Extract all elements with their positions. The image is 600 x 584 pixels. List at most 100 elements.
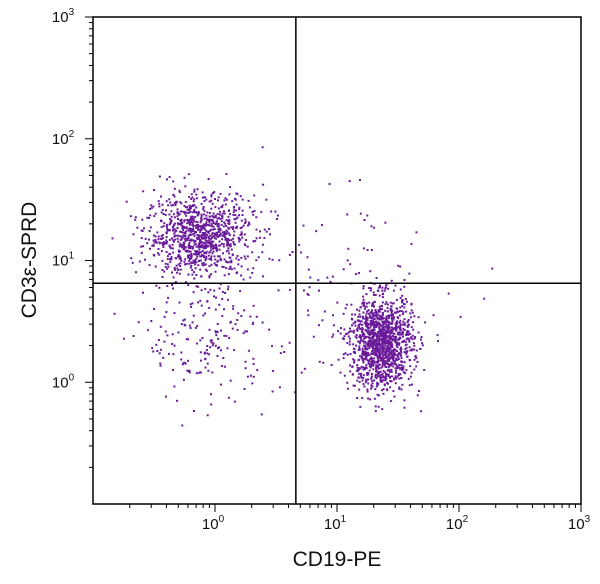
event-point (217, 223, 220, 225)
event-point (164, 213, 167, 216)
event-point (212, 215, 215, 218)
event-point (396, 350, 398, 353)
event-point (369, 289, 372, 292)
event-point (184, 210, 187, 213)
event-point (159, 362, 162, 365)
event-point (206, 211, 209, 214)
event-point (374, 349, 377, 352)
event-point (362, 376, 365, 379)
event-point (181, 231, 184, 234)
y-tick-label: 101 (52, 251, 75, 270)
event-point (377, 382, 380, 385)
event-point (218, 248, 221, 251)
event-point (223, 212, 226, 215)
event-point (332, 333, 335, 336)
event-point (165, 251, 168, 253)
event-point (191, 269, 194, 272)
event-point (396, 358, 399, 361)
event-point (328, 183, 331, 185)
event-point (163, 270, 166, 273)
event-point (177, 263, 180, 266)
event-point (166, 228, 169, 231)
event-point (368, 344, 371, 347)
event-point (216, 248, 219, 251)
event-point (162, 225, 165, 228)
event-point (227, 243, 230, 246)
event-point (226, 298, 229, 301)
event-point (258, 236, 261, 239)
event-point (309, 276, 312, 279)
event-point (401, 330, 404, 333)
event-point (388, 360, 390, 362)
x-tick-base: 10 (202, 516, 219, 533)
event-point (421, 342, 424, 345)
event-point (359, 306, 362, 309)
event-point (204, 366, 207, 369)
event-point (362, 311, 365, 314)
event-point (168, 176, 171, 179)
event-point (398, 314, 401, 317)
event-point (183, 248, 186, 251)
event-point (363, 368, 366, 371)
event-point (394, 284, 397, 287)
event-point (388, 369, 391, 372)
event-point (399, 288, 402, 291)
event-point (370, 225, 373, 228)
event-point (172, 239, 175, 242)
event-point (358, 348, 361, 351)
event-point (358, 372, 361, 375)
event-point (377, 348, 380, 351)
event-point (409, 365, 412, 368)
event-point (376, 354, 379, 357)
event-point (153, 307, 156, 310)
event-point (386, 369, 389, 372)
event-point (213, 232, 216, 235)
event-point (178, 191, 181, 194)
y-tick-exponent: 2 (69, 129, 75, 140)
event-point (193, 241, 196, 244)
event-point (375, 369, 378, 372)
event-point (368, 354, 371, 357)
event-point (269, 233, 271, 236)
event-point (390, 305, 393, 308)
event-point (375, 313, 378, 316)
event-point (199, 299, 202, 302)
event-point (214, 263, 217, 266)
event-point (215, 249, 218, 252)
event-point (174, 238, 177, 241)
event-point (288, 341, 291, 344)
event-point (173, 232, 176, 235)
event-point (212, 220, 215, 223)
event-point (191, 196, 194, 199)
event-point (400, 350, 402, 353)
event-point (268, 257, 271, 260)
event-point (179, 219, 182, 222)
event-point (376, 325, 379, 328)
event-point (348, 180, 351, 183)
event-point (206, 362, 209, 365)
event-point (387, 366, 390, 369)
event-point (183, 260, 186, 263)
event-point (390, 336, 393, 339)
event-point (172, 229, 174, 232)
event-point (374, 332, 377, 334)
event-point (193, 190, 196, 193)
event-point (232, 211, 235, 214)
event-point (371, 328, 374, 331)
event-point (411, 311, 414, 314)
event-point (386, 342, 389, 345)
event-point (211, 371, 214, 374)
event-point (203, 217, 206, 220)
event-point (388, 327, 391, 330)
event-point (401, 294, 404, 297)
event-point (184, 281, 187, 284)
event-point (376, 382, 379, 385)
event-point (271, 370, 274, 372)
event-point (144, 258, 146, 261)
event-point (202, 241, 205, 244)
event-point (184, 235, 187, 237)
event-point (161, 234, 164, 236)
event-point (238, 208, 241, 211)
event-point (205, 239, 208, 242)
event-point (364, 341, 367, 343)
